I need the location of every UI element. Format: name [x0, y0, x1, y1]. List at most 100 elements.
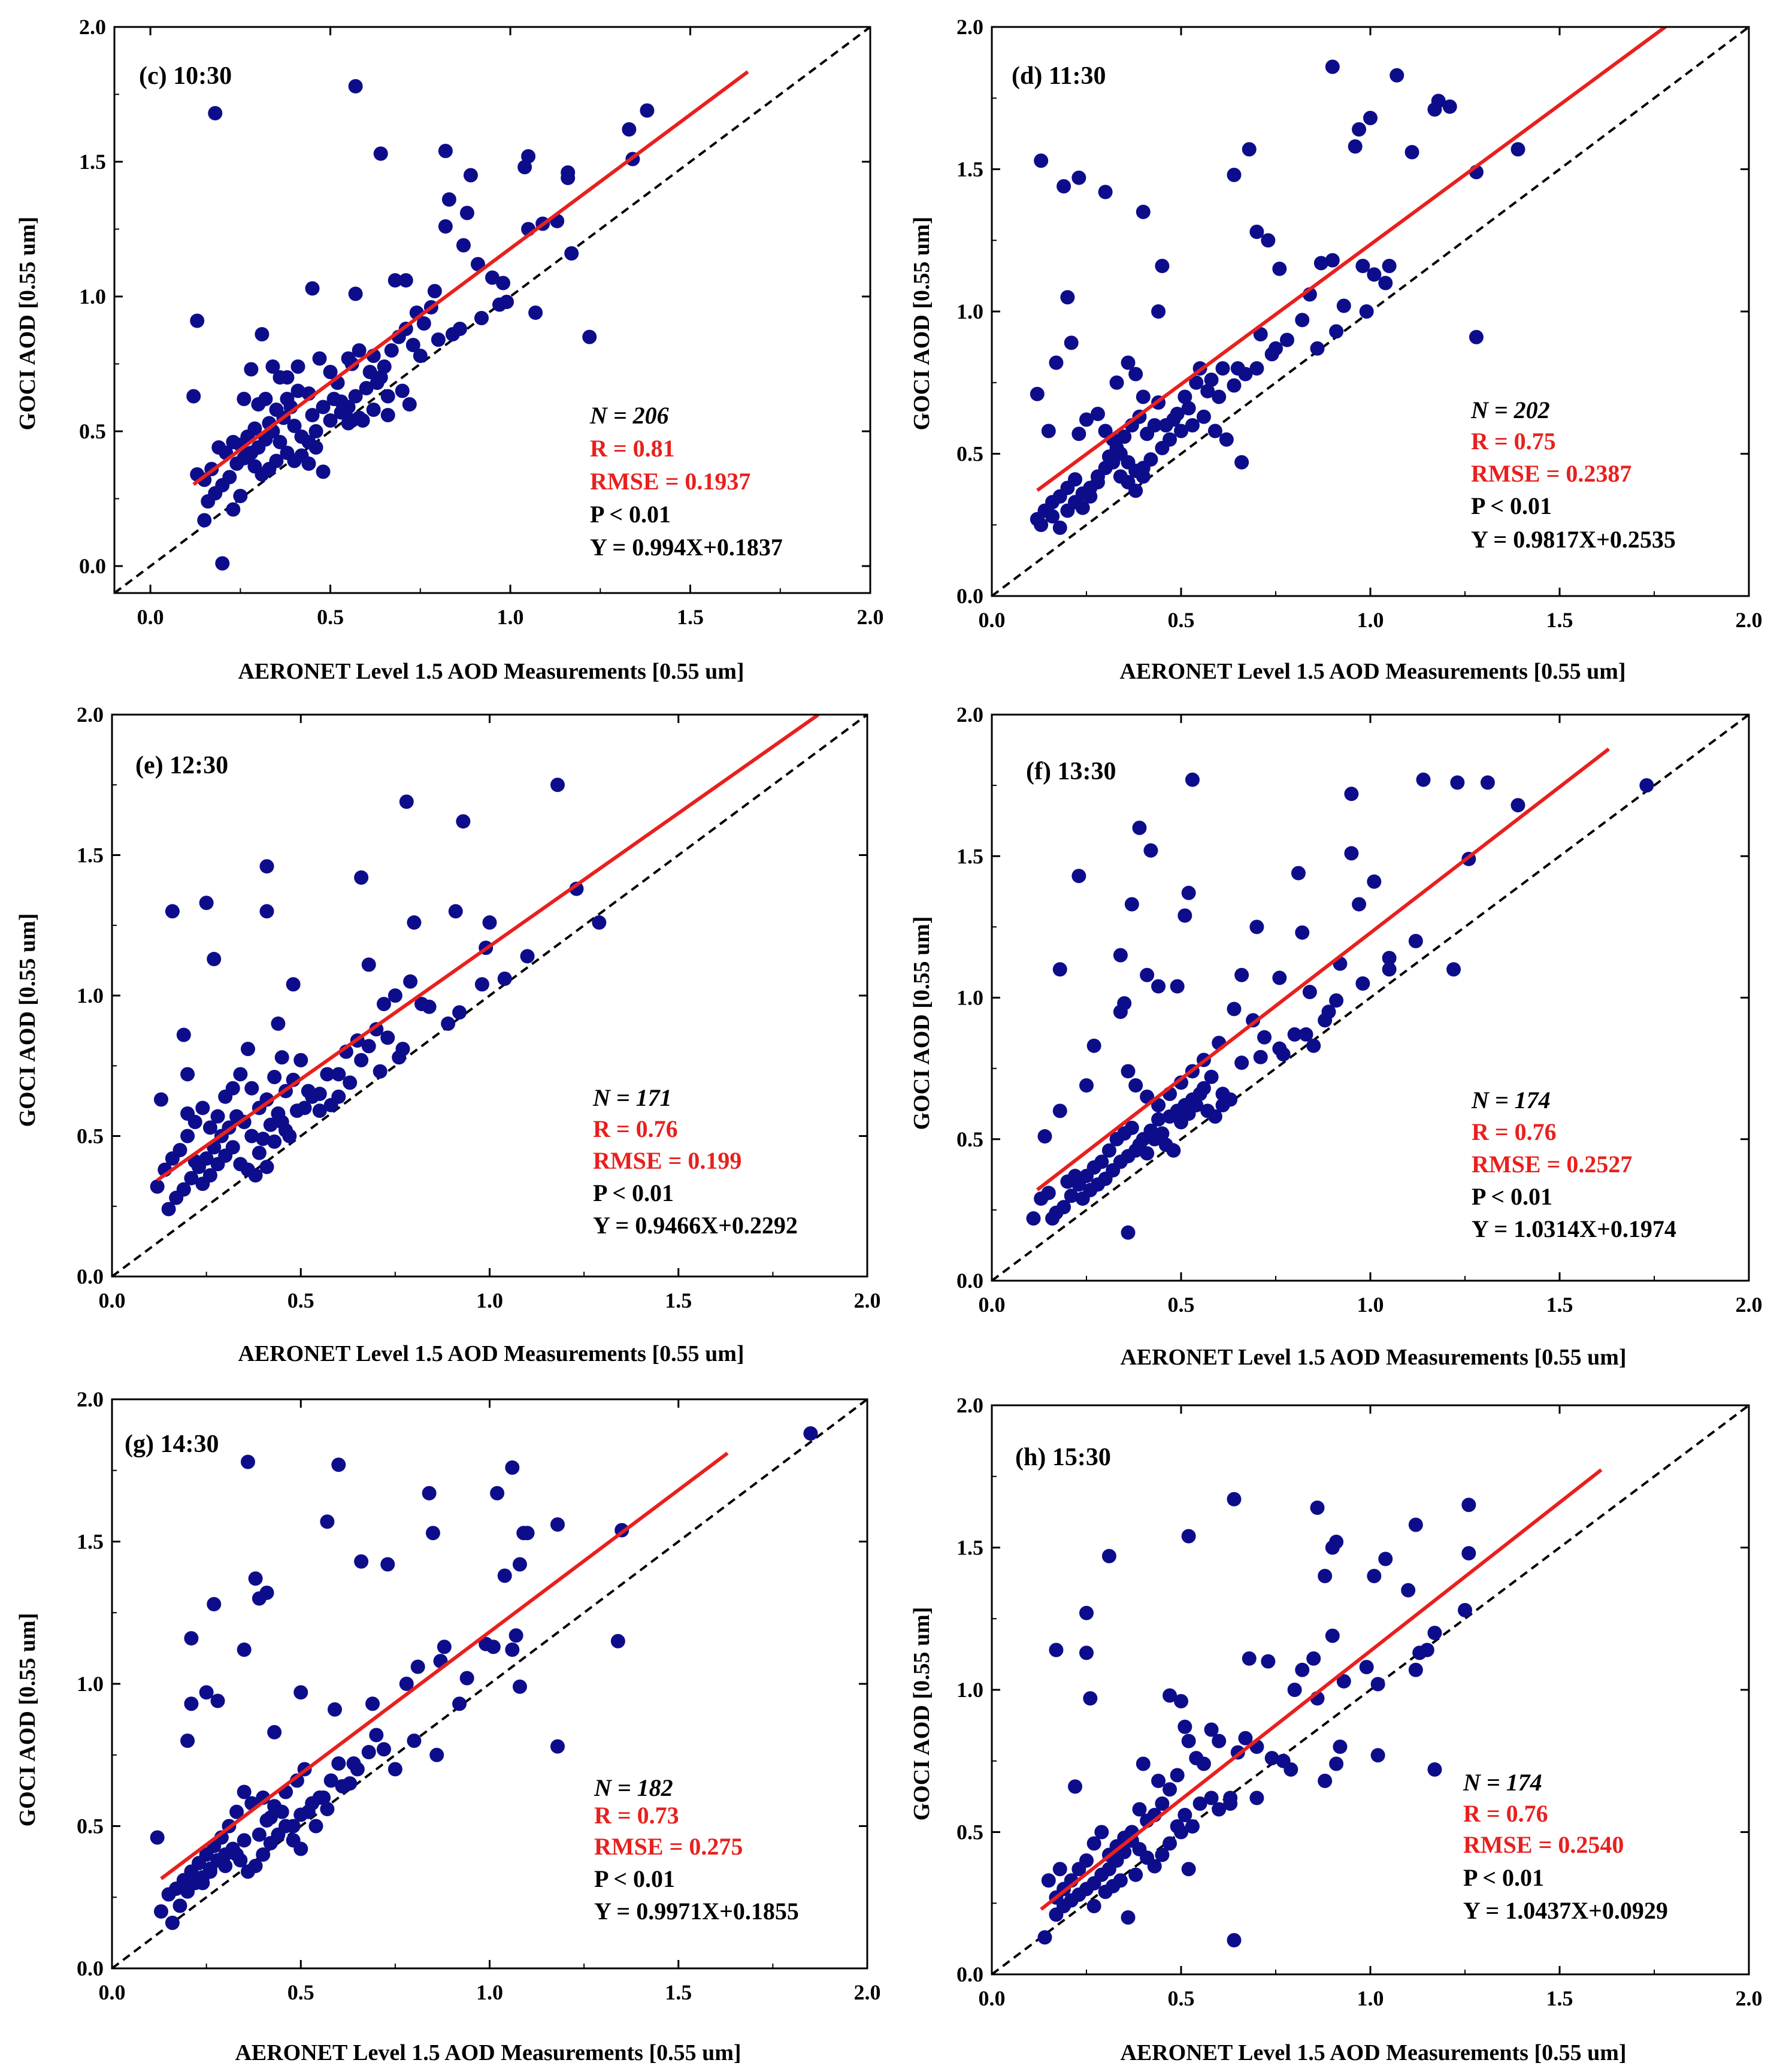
data-point: [405, 338, 420, 352]
data-point: [1212, 1734, 1227, 1749]
y-tick-label: 1.0: [956, 300, 983, 323]
data-point: [456, 238, 471, 253]
data-point: [1196, 409, 1211, 424]
data-point: [497, 1568, 512, 1583]
data-point: [1355, 976, 1370, 991]
x-tick-label: 2.0: [1736, 1293, 1763, 1317]
data-point: [1442, 99, 1457, 114]
stat-p: P < 0.01: [594, 1865, 675, 1892]
data-point: [521, 149, 536, 164]
data-point: [505, 1643, 520, 1657]
stat-n: N = 174: [1471, 1087, 1551, 1114]
data-point: [1124, 1120, 1139, 1135]
data-point: [1249, 919, 1264, 934]
data-point: [305, 281, 320, 296]
x-tick-label: 1.5: [677, 605, 704, 629]
plot-marks: 0.0 0.5 1.0 1.5 2.0 0.0 0.5 1.0 1.5 2.0: [77, 1387, 881, 2004]
data-point: [1045, 509, 1060, 524]
plot-area: 0.0 0.5 1.0 1.5 2.0 0.0 0.5 1.0 1.5 2.0 (h) 15:30…: [909, 1393, 1763, 2065]
data-point: [1181, 1862, 1196, 1877]
data-point: [1295, 313, 1310, 328]
data-point: [373, 1064, 388, 1079]
data-point: [293, 1685, 308, 1700]
data-point: [496, 276, 511, 291]
data-point: [1109, 375, 1124, 390]
data-point: [1079, 1078, 1094, 1093]
data-point: [1329, 993, 1344, 1008]
y-tick-label: 1.0: [77, 984, 104, 1008]
data-point: [1136, 204, 1151, 219]
data-point: [1287, 1683, 1302, 1697]
data-point: [354, 1554, 369, 1569]
data-point: [1302, 985, 1317, 1000]
data-point: [259, 904, 274, 919]
data-point: [335, 1779, 350, 1793]
y-tick-label: 0.0: [956, 1269, 983, 1293]
data-point: [202, 1120, 217, 1135]
data-point: [153, 1904, 168, 1919]
data-point: [1041, 1873, 1056, 1888]
data-point: [197, 513, 212, 528]
data-points: [150, 1426, 818, 1930]
data-point: [1068, 1169, 1083, 1184]
data-point: [1113, 948, 1128, 963]
data-point: [1136, 389, 1151, 404]
stat-p: P < 0.01: [593, 1179, 674, 1206]
data-point: [1071, 1862, 1086, 1877]
data-point: [180, 1734, 195, 1748]
data-point: [286, 977, 301, 992]
data-point: [1136, 1756, 1151, 1771]
x-tick-label: 1.5: [1546, 1293, 1573, 1317]
data-point: [252, 1145, 267, 1160]
data-point: [1185, 772, 1200, 787]
x-tick-label: 0.5: [287, 1288, 314, 1312]
data-point: [1480, 775, 1495, 790]
data-point: [1215, 361, 1230, 376]
data-point: [348, 286, 363, 301]
data-point: [240, 448, 255, 463]
data-point: [1461, 1498, 1476, 1513]
data-point: [248, 1571, 263, 1586]
data-point: [1128, 1143, 1143, 1158]
panel-title: (h) 15:30: [1015, 1444, 1111, 1471]
regression-line: [1036, 747, 1610, 1191]
data-point: [1192, 1796, 1207, 1811]
data-point: [210, 1693, 225, 1708]
x-tick-label: 1.0: [476, 1980, 503, 2004]
data-point: [165, 904, 180, 919]
data-point: [1143, 843, 1158, 858]
data-point: [1336, 1674, 1351, 1689]
plot-marks: 0.0 0.5 1.0 1.5 2.0 0.0 0.5 1.0 1.5 2.0: [956, 703, 1763, 1317]
stat-r: R = 0.75: [1471, 428, 1556, 455]
data-point: [1234, 455, 1249, 470]
data-point: [274, 1050, 289, 1065]
data-point: [280, 370, 295, 385]
data-points: [1037, 1492, 1476, 1947]
data-point: [550, 1517, 565, 1532]
data-point: [413, 349, 428, 363]
panel-title: (d) 11:30: [1012, 62, 1106, 90]
data-point: [290, 359, 305, 374]
data-point: [512, 1557, 527, 1572]
data-point: [258, 392, 273, 406]
data-point: [344, 413, 359, 428]
y-tick-label: 0.5: [77, 1814, 104, 1838]
data-point: [1109, 441, 1124, 455]
stats-box: N = 174 R = 0.76 RMSE = 0.2527 P < 0.01 …: [1471, 1087, 1676, 1242]
data-point: [269, 403, 284, 417]
stat-rmse: RMSE = 0.1937: [590, 468, 750, 495]
data-point: [190, 313, 205, 328]
data-point: [1181, 1529, 1196, 1544]
y-tick-label: 1.5: [77, 1530, 104, 1554]
data-points: [1030, 59, 1525, 535]
x-tick-label: 2.0: [854, 1980, 881, 2004]
data-point: [1352, 122, 1367, 137]
data-point: [1128, 1078, 1143, 1093]
x-tick-label: 0.0: [137, 605, 164, 629]
stat-r: R = 0.73: [594, 1802, 679, 1829]
data-point: [1071, 869, 1086, 884]
stat-equation: Y = 0.9971X+0.1855: [594, 1898, 799, 1925]
data-point: [259, 1160, 274, 1175]
data-point: [1276, 1753, 1291, 1768]
data-point: [1174, 424, 1188, 438]
